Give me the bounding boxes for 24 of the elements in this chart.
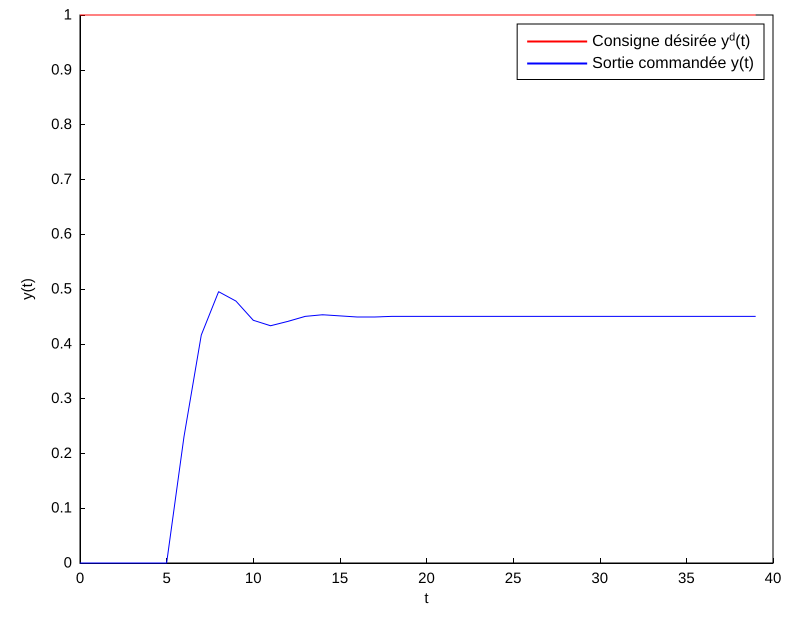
y-tick-label: 0 [64,554,72,572]
y-tick-label: 0.7 [51,170,72,188]
y-tick-label: 0.4 [51,335,72,352]
x-tick-label: 15 [332,570,348,587]
y-axis-title: y(t) [19,278,36,300]
y-tick-label: 0.1 [51,500,72,517]
y-tick-label: 0.3 [51,390,72,408]
y-tick-label: 1 [64,6,72,24]
legend-label: Sortie commandée y(t) [592,55,754,72]
x-tick-label: 35 [678,570,695,587]
y-tick-label: 0.9 [51,61,72,78]
y-tick-label: 0.6 [51,226,72,243]
y-tick-label: 0.2 [51,444,72,462]
x-tick-label: 0 [76,570,84,587]
x-tick-label: 10 [244,570,262,587]
y-tick-label: 0.5 [51,280,72,298]
x-tick-label: 25 [504,570,522,587]
x-axis-title: t [424,590,430,607]
x-tick-label: 5 [162,570,171,587]
x-tick-label: 30 [591,570,608,587]
y-tick-label: 0.8 [51,116,72,134]
line-series [80,291,756,564]
x-tick-label: 40 [764,570,782,587]
x-tick-label: 20 [418,570,435,587]
